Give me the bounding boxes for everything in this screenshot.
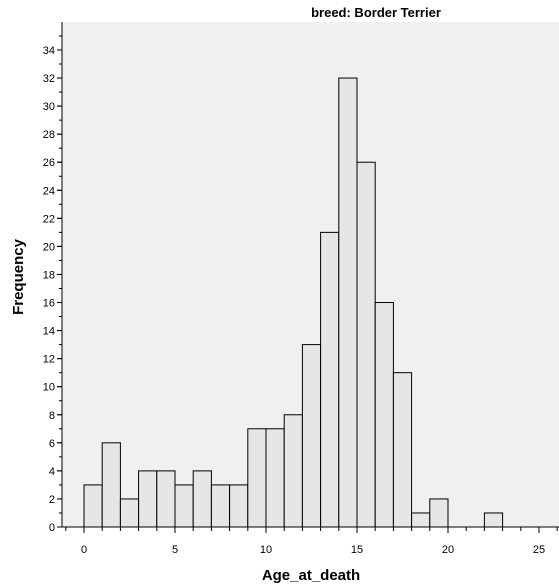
histogram-bar <box>320 231 340 528</box>
histogram-bar <box>301 344 322 528</box>
chart-title: breed: Border Terrier <box>311 5 441 20</box>
histogram-bar <box>229 484 249 528</box>
y-tick-label: 10 <box>43 382 55 394</box>
y-tick-label: 4 <box>49 466 55 478</box>
x-tick-label: 0 <box>81 544 87 556</box>
histogram-bar <box>138 470 158 528</box>
histogram-bar <box>83 484 103 528</box>
y-tick-label: 24 <box>43 185 55 197</box>
x-tick-label: 5 <box>172 544 178 556</box>
y-tick-label: 16 <box>43 298 55 310</box>
x-tick-label: 25 <box>533 544 545 556</box>
y-tick-label: 12 <box>43 354 55 366</box>
y-tick-label: 26 <box>43 157 55 169</box>
histogram-bar <box>101 442 121 528</box>
x-axis: 0 5 10 15 20 25 <box>62 526 559 556</box>
histogram-bar <box>483 512 504 528</box>
y-tick-label: 22 <box>43 213 55 225</box>
y-tick-label: 6 <box>49 438 55 450</box>
y-tick-label: 30 <box>43 101 55 113</box>
histogram-bar <box>119 498 140 528</box>
histogram-bar <box>374 302 394 528</box>
y-axis-label: Frequency <box>10 238 27 315</box>
y-tick-label: 28 <box>43 129 55 141</box>
histogram-bar <box>247 428 267 528</box>
x-tick-label: 15 <box>351 544 363 556</box>
histogram-bar <box>210 484 231 528</box>
y-tick-label: 32 <box>43 73 55 85</box>
histogram-bar <box>356 161 376 528</box>
y-tick-label: 14 <box>43 326 55 338</box>
histogram-bar <box>156 470 176 528</box>
histogram-bar <box>283 414 303 528</box>
histogram-bar <box>265 428 285 528</box>
histogram-bar <box>338 77 358 528</box>
histogram-bar <box>411 512 431 528</box>
bars-group <box>83 77 504 528</box>
x-tick-label: 20 <box>442 544 454 556</box>
x-tick-label: 10 <box>260 544 272 556</box>
x-axis-label: Age_at_death <box>262 567 360 584</box>
y-tick-label: 0 <box>49 522 55 534</box>
histogram-bar <box>174 484 194 528</box>
y-tick-label: 18 <box>43 269 55 281</box>
y-tick-label: 8 <box>49 410 55 422</box>
histogram-bar <box>429 498 449 528</box>
y-tick-label: 20 <box>43 241 55 253</box>
y-tick-label: 2 <box>49 494 55 506</box>
y-tick-label: 34 <box>43 45 55 57</box>
histogram-bar <box>192 470 212 528</box>
histogram-bar <box>392 372 413 528</box>
